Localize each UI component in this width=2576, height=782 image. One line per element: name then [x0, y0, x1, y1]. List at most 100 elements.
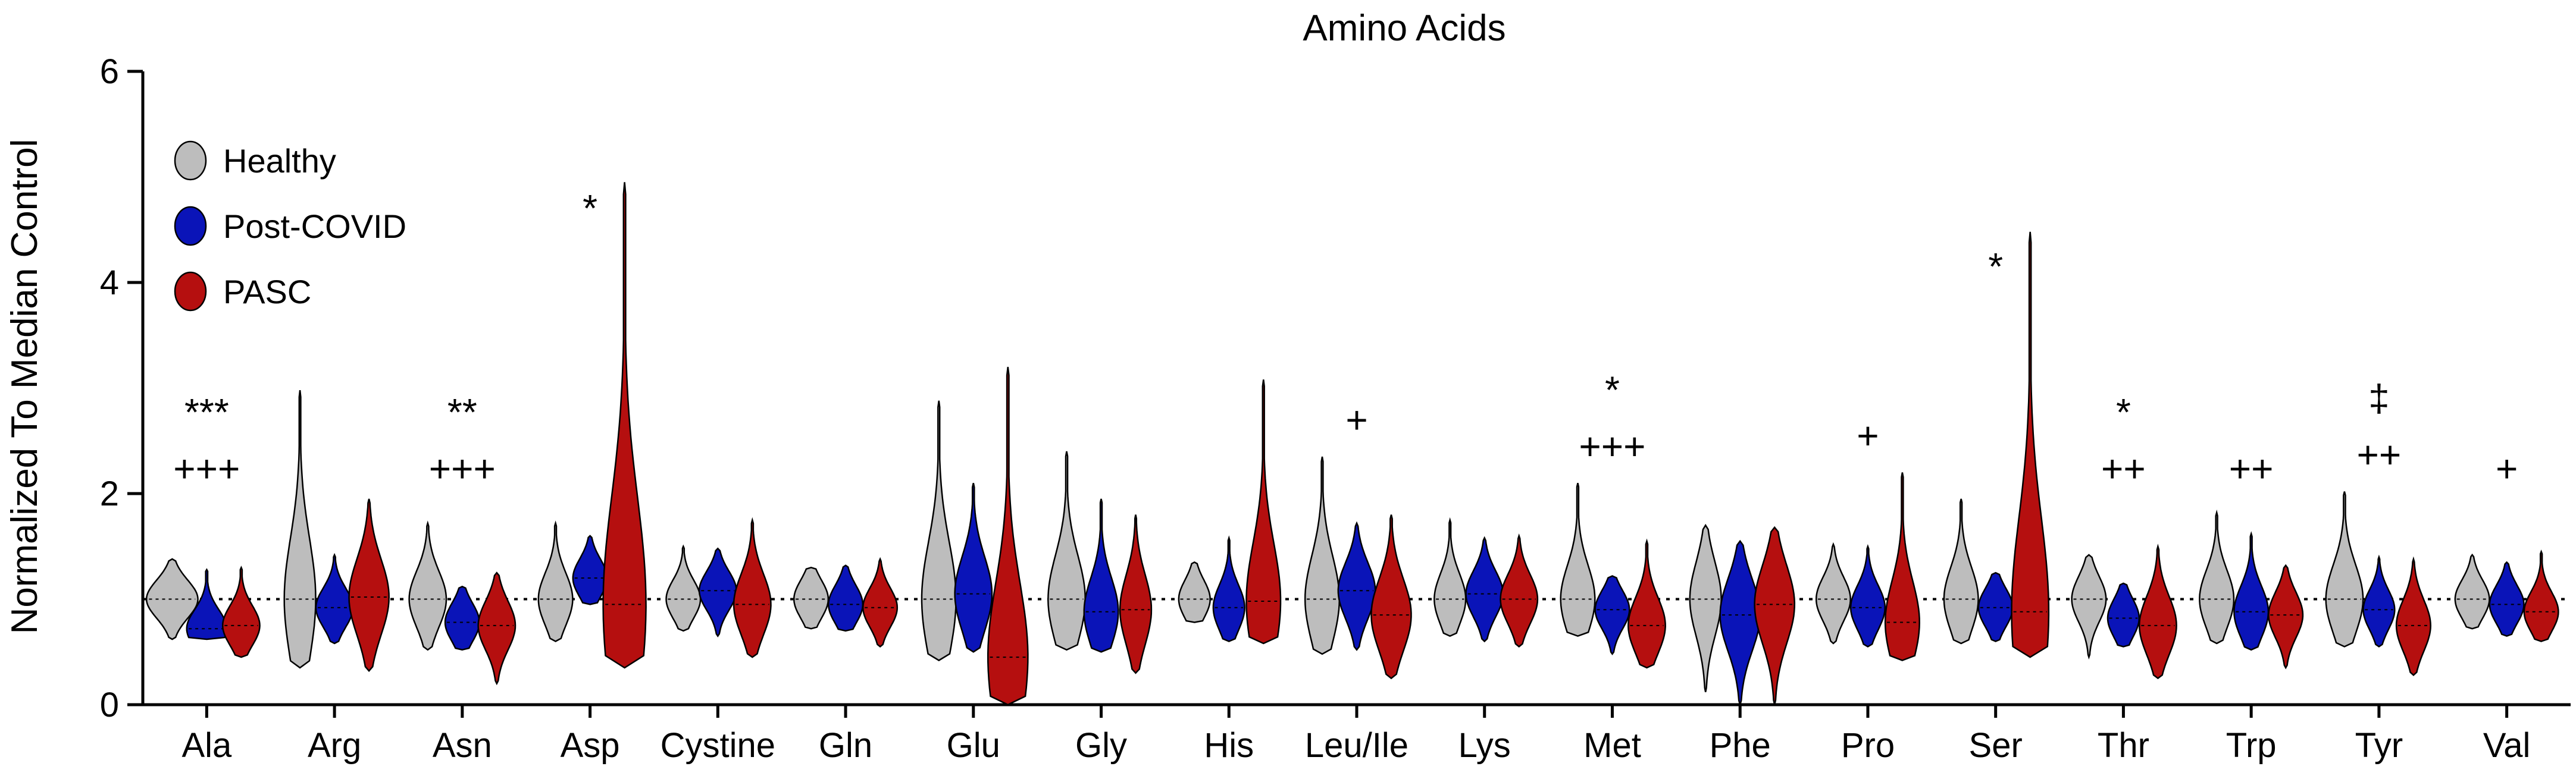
- x-tick-label: Asn: [433, 726, 492, 765]
- legend-label: Post-COVID: [223, 208, 406, 245]
- violin-post-covid: [698, 547, 737, 637]
- significance-annotation: +: [1345, 398, 1367, 441]
- significance-annotation: ‡: [2368, 376, 2390, 419]
- significance-annotation: ++: [2357, 433, 2402, 476]
- violin-pasc: [1500, 533, 1539, 648]
- x-tick-label: His: [1204, 726, 1254, 765]
- x-tick-label: Gly: [1075, 726, 1127, 765]
- violin-pasc: [602, 182, 647, 669]
- violin-post-covid: [2233, 531, 2270, 651]
- violin-healthy: [2199, 509, 2235, 645]
- violin-healthy: [283, 390, 317, 669]
- significance-annotation: ++: [2101, 447, 2146, 490]
- significance-annotation: *: [1988, 245, 2003, 288]
- significance-annotation: *: [2116, 391, 2131, 434]
- violin-healthy: [1178, 561, 1211, 623]
- violin-post-covid: [572, 535, 608, 605]
- violin-healthy: [2325, 491, 2364, 648]
- significance-annotation: ***: [184, 391, 229, 434]
- y-tick-label: 0: [100, 686, 119, 724]
- x-tick-label: Thr: [2098, 726, 2149, 765]
- violin-post-covid: [1337, 521, 1376, 651]
- violin-pasc: [1754, 526, 1796, 705]
- violin-healthy: [1433, 517, 1467, 637]
- violin-pasc: [862, 557, 899, 648]
- y-tick-label: 6: [100, 52, 119, 91]
- violin-healthy: [793, 566, 830, 630]
- violin-healthy: [1047, 451, 1086, 651]
- violin-post-covid: [1849, 544, 1886, 648]
- violin-pasc: [1245, 379, 1282, 645]
- violin-healthy: [2454, 553, 2490, 630]
- significance-annotation: +++: [429, 447, 496, 490]
- violin-pasc: [2011, 231, 2050, 658]
- legend-label: Healthy: [223, 142, 336, 180]
- legend: Healthy Post-COVID PASC: [174, 140, 406, 312]
- violin-pasc: [1627, 538, 1666, 669]
- significance-annotation: +++: [173, 447, 240, 490]
- violin-healthy: [1304, 456, 1341, 655]
- violin-post-covid: [2489, 561, 2525, 637]
- x-tick-label: Cystine: [661, 726, 775, 765]
- violin-healthy: [1943, 498, 1979, 645]
- significance-annotation: +: [1857, 414, 1879, 457]
- significance-annotation: +: [2496, 447, 2518, 490]
- violin-post-covid: [1594, 575, 1630, 655]
- x-tick-label: Gln: [819, 726, 872, 765]
- violin-healthy: [1815, 542, 1851, 645]
- violin-pasc: [987, 366, 1029, 706]
- x-tick-label: Ala: [181, 726, 232, 765]
- violin-post-covid: [315, 552, 354, 645]
- violin-post-covid: [186, 568, 228, 640]
- violin-post-covid: [2107, 582, 2140, 648]
- violin-pasc: [2268, 564, 2304, 670]
- x-tick-label: Trp: [2226, 726, 2277, 765]
- violin-pasc: [1884, 472, 1920, 661]
- violin-post-covid: [954, 483, 993, 653]
- violin-healthy: [1560, 483, 1596, 637]
- x-tick-label: Leu/Ile: [1305, 726, 1408, 765]
- violin-post-covid: [828, 564, 864, 632]
- violin-pasc: [477, 571, 517, 686]
- violin-post-covid: [2362, 554, 2396, 648]
- violin-post-covid: [1465, 536, 1504, 643]
- y-tick-label: 2: [100, 475, 119, 513]
- violin-post-covid: [1719, 539, 1761, 708]
- legend-swatch-pasc: [174, 271, 207, 312]
- legend-swatch-healthy: [174, 140, 207, 181]
- violin-pasc: [2395, 556, 2431, 676]
- significance-annotation: *: [1605, 368, 1620, 411]
- x-tick-label: Tyr: [2355, 726, 2403, 765]
- violin-healthy: [921, 400, 957, 661]
- violin-healthy: [537, 520, 574, 642]
- x-tick-label: Glu: [947, 726, 1000, 765]
- significance-annotation: *: [583, 187, 597, 230]
- x-tick-label: Lys: [1458, 726, 1511, 765]
- violin-pasc: [733, 517, 772, 658]
- violin-pasc: [2138, 544, 2177, 680]
- violin-post-covid: [1083, 498, 1119, 653]
- violin-post-covid: [1212, 535, 1245, 642]
- chart-title: Amino Acids: [1303, 8, 1505, 49]
- significance-annotation: ++: [2229, 447, 2274, 490]
- violin-post-covid: [444, 585, 480, 651]
- significance-annotation: +++: [1579, 425, 1645, 467]
- x-tick-label: Met: [1583, 726, 1641, 765]
- legend-swatch-post-covid: [174, 206, 207, 246]
- x-tick-label: Ser: [1969, 726, 2023, 765]
- violin-pasc: [221, 566, 261, 658]
- violin-healthy: [408, 520, 447, 651]
- violin-pasc: [348, 498, 390, 673]
- x-tick-label: Val: [2483, 726, 2531, 765]
- violin-pasc: [1370, 514, 1412, 680]
- violin-healthy: [1689, 523, 1722, 692]
- x-tick-label: Pro: [1841, 726, 1895, 765]
- legend-label: PASC: [223, 273, 311, 310]
- violin-pasc: [1119, 514, 1153, 674]
- violin-pasc: [2523, 549, 2559, 642]
- violin-healthy: [2071, 554, 2107, 660]
- violin-healthy: [665, 544, 702, 632]
- x-tick-label: Phe: [1710, 726, 1771, 765]
